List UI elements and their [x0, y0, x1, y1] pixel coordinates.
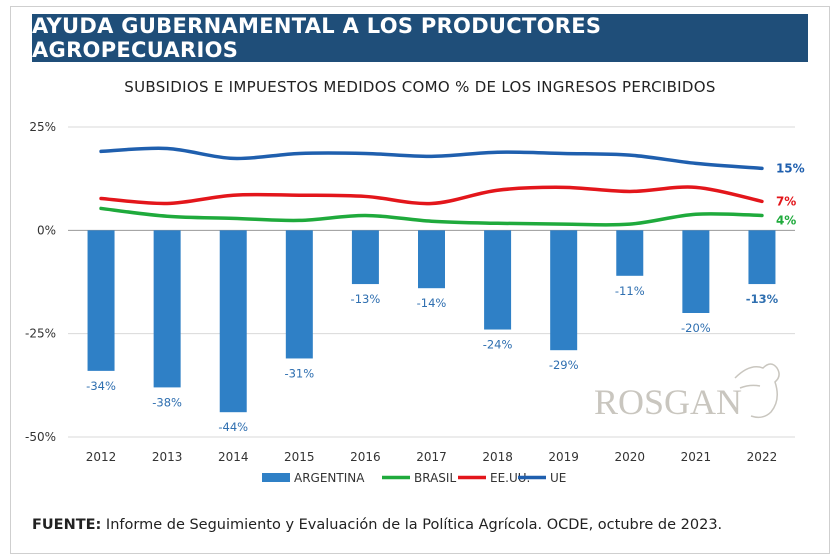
legend-label: UE — [550, 471, 566, 485]
bar-data-label: -11% — [615, 284, 645, 298]
line-ue — [99, 146, 764, 171]
bar-data-label: -44% — [218, 420, 248, 434]
bar-argentina — [418, 230, 445, 289]
bar-argentina — [682, 230, 710, 313]
source-label: FUENTE: — [32, 517, 102, 533]
bar-argentina — [748, 230, 776, 285]
chart-title: SUBSIDIOS E IMPUESTOS MEDIDOS COMO % DE … — [124, 78, 716, 96]
source-text: Informe de Seguimiento y Evaluación de l… — [101, 517, 723, 533]
title-banner: AYUDA GUBERNAMENTAL A LOS PRODUCTORES AG… — [32, 14, 808, 62]
legend-label: ARGENTINA — [294, 471, 365, 485]
line-brasil — [99, 206, 764, 227]
legend-swatch-bar — [262, 473, 290, 482]
frame — [10, 6, 830, 554]
x-tick-label: 2015 — [284, 450, 315, 464]
bar-data-label: -24% — [483, 338, 513, 352]
bar-argentina — [550, 230, 578, 351]
x-tick-label: 2014 — [218, 450, 249, 464]
bar-data-label: -31% — [284, 366, 314, 380]
bar-data-label: -38% — [152, 395, 182, 409]
end-label-eeuu: 7% — [776, 194, 796, 208]
bar-argentina — [351, 230, 379, 285]
y-tick-label: 0% — [37, 223, 56, 237]
logo-text: ROSGAN — [594, 382, 742, 422]
bar-argentina — [484, 230, 512, 330]
x-tick-label: 2020 — [614, 450, 645, 464]
cow-logo-icon — [734, 363, 780, 419]
legend-label: BRASIL — [414, 471, 456, 485]
x-tick-label: 2018 — [482, 450, 513, 464]
bar-data-label: -20% — [681, 321, 711, 335]
bar-data-label: -34% — [86, 379, 116, 393]
source-note: FUENTE: Informe de Seguimiento y Evaluac… — [32, 517, 722, 533]
x-tick-label: 2021 — [681, 450, 712, 464]
x-tick-label: 2019 — [548, 450, 579, 464]
bar-argentina — [616, 230, 644, 276]
end-label-brasil: 4% — [776, 213, 796, 227]
bar-data-label: -13% — [746, 292, 779, 306]
x-tick-label: 2012 — [86, 450, 117, 464]
bar-argentina — [285, 230, 313, 359]
legend-label: EE.UU. — [490, 471, 530, 485]
x-tick-label: 2017 — [416, 450, 447, 464]
page-title: AYUDA GUBERNAMENTAL A LOS PRODUCTORES AG… — [32, 14, 602, 62]
line-eeuu — [99, 185, 764, 206]
bar-data-label: -13% — [351, 292, 381, 306]
y-tick-label: 25% — [29, 120, 56, 134]
y-tick-label: -50% — [25, 430, 56, 444]
end-label-ue: 15% — [776, 161, 805, 175]
bar-argentina — [153, 230, 181, 388]
bar-argentina — [87, 230, 115, 371]
y-tick-label: -25% — [25, 327, 56, 341]
bar-argentina — [219, 230, 247, 413]
x-tick-label: 2016 — [350, 450, 381, 464]
bar-data-label: -14% — [417, 296, 447, 310]
x-tick-label: 2013 — [152, 450, 183, 464]
bar-data-label: -29% — [549, 358, 579, 372]
x-tick-label: 2022 — [747, 450, 778, 464]
